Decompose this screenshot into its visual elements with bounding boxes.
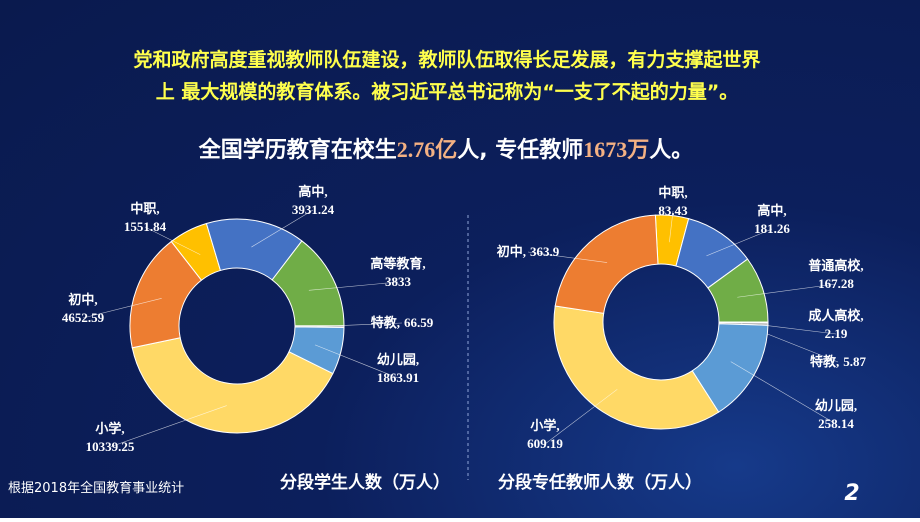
segment-label: 高中,: [757, 203, 786, 218]
leader-line: [109, 405, 227, 448]
value-label: 2.19: [825, 326, 848, 341]
leader-line: [737, 283, 837, 298]
segment-label: 小学,: [530, 418, 559, 433]
headline-number: 1673万: [583, 137, 649, 162]
leader-line: [308, 281, 399, 291]
segment-label: 普通高校,: [808, 258, 863, 273]
value-label: 83.43: [658, 203, 688, 218]
value-label: 363.9: [530, 244, 560, 259]
segment-label: 中职,: [130, 201, 159, 216]
chart-title: 分段专任教师人数（万人）: [498, 472, 702, 493]
segment-label: 高中,: [298, 184, 327, 199]
segment-label: 幼儿园,: [815, 398, 857, 413]
segment-label: 中职,: [658, 185, 687, 200]
value-label: 10339.25: [86, 439, 135, 454]
chart-title: 分段学生人数（万人）: [280, 472, 450, 493]
leader-line: [317, 322, 403, 327]
value-label: 167.28: [818, 276, 854, 291]
value-label: 1551.84: [124, 219, 167, 234]
headline-text: 人。: [649, 138, 693, 163]
leader-line: [706, 228, 773, 257]
segment-label: 小学,: [95, 421, 124, 436]
leader-line: [251, 209, 314, 248]
value-label: 1863.91: [377, 370, 419, 385]
leader-line: [82, 298, 162, 319]
segment-label-group: 初中, 363.9: [497, 244, 560, 259]
segment-label: 成人高校,: [808, 308, 863, 323]
value-label: 3833: [385, 274, 412, 289]
headline-text: 人, 专任教师: [457, 137, 583, 163]
header-line: 党和政府高度重视教师队伍建设，教师队伍取得长足发展，有力支撑起世界: [133, 48, 760, 71]
segment-label: 高等教育,: [370, 256, 425, 271]
headline-text: 全国学历教育在校生: [198, 137, 397, 163]
leader-line: [314, 344, 399, 379]
value-label: 609.19: [527, 436, 563, 451]
leader-line: [544, 389, 618, 445]
value-label: 4652.59: [62, 310, 105, 325]
leader-line: [527, 251, 608, 263]
headline-number: 2.76亿: [397, 137, 458, 162]
value-label: 5.87: [843, 354, 866, 369]
donut-segment: [554, 214, 659, 314]
segment-label-group: 特教, 66.59: [371, 315, 434, 330]
headline: 全国学历教育在校生2.76亿人, 专任教师1673万人。: [198, 137, 694, 163]
footer-note: 根据2018年全国教育事业统计: [8, 480, 184, 496]
segment-label: 特教,: [371, 315, 400, 330]
leader-line: [669, 210, 674, 243]
value-label: 3931.24: [292, 202, 335, 217]
donut-segment: [553, 305, 720, 430]
segment-label: 特教,: [810, 354, 839, 369]
leader-line: [144, 226, 201, 255]
donut-segment: [131, 337, 334, 434]
segment-label: 初中,: [68, 292, 97, 307]
header-line: 上 最大规模的教育体系。被习近平总书记称为“一支了不起的力量”。: [156, 80, 739, 103]
segment-label-group: 特教, 5.87: [810, 354, 867, 369]
donut-segment: [129, 240, 203, 349]
page-number: 2: [844, 481, 859, 506]
leader-line: [730, 361, 837, 425]
value-label: 181.26: [754, 221, 790, 236]
segment-label: 初中,: [497, 244, 526, 259]
value-label: 66.59: [404, 315, 434, 330]
value-label: 258.14: [818, 416, 854, 431]
segment-label: 幼儿园,: [377, 352, 419, 367]
